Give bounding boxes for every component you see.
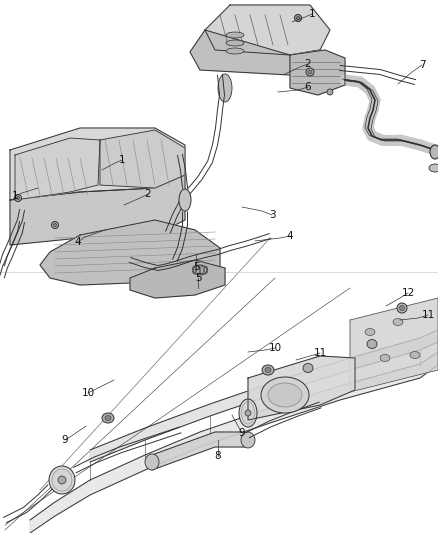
Text: 2: 2 bbox=[145, 189, 151, 199]
Polygon shape bbox=[130, 260, 225, 298]
Ellipse shape bbox=[399, 305, 405, 311]
Polygon shape bbox=[152, 432, 248, 470]
Ellipse shape bbox=[306, 68, 314, 76]
Ellipse shape bbox=[393, 319, 403, 326]
Ellipse shape bbox=[365, 328, 375, 335]
Ellipse shape bbox=[193, 265, 207, 275]
Polygon shape bbox=[290, 50, 345, 95]
Ellipse shape bbox=[226, 32, 244, 38]
Ellipse shape bbox=[17, 197, 20, 199]
Ellipse shape bbox=[239, 399, 257, 427]
Polygon shape bbox=[90, 330, 438, 462]
Ellipse shape bbox=[327, 89, 333, 95]
Ellipse shape bbox=[303, 364, 313, 373]
Ellipse shape bbox=[367, 340, 377, 349]
Text: 8: 8 bbox=[215, 451, 221, 461]
Ellipse shape bbox=[226, 48, 244, 54]
Text: 10: 10 bbox=[268, 343, 282, 353]
Ellipse shape bbox=[410, 351, 420, 359]
Text: 9: 9 bbox=[62, 435, 68, 445]
Text: 12: 12 bbox=[401, 288, 415, 298]
Ellipse shape bbox=[53, 223, 57, 227]
Text: 4: 4 bbox=[287, 231, 293, 241]
Ellipse shape bbox=[430, 145, 438, 159]
Ellipse shape bbox=[308, 70, 312, 74]
Ellipse shape bbox=[294, 14, 301, 21]
Ellipse shape bbox=[268, 383, 302, 407]
Ellipse shape bbox=[245, 410, 251, 416]
Text: 3: 3 bbox=[268, 210, 276, 220]
Polygon shape bbox=[100, 130, 185, 188]
Ellipse shape bbox=[179, 189, 191, 211]
Ellipse shape bbox=[261, 377, 309, 413]
Ellipse shape bbox=[297, 17, 300, 20]
Text: 5: 5 bbox=[194, 273, 201, 283]
Polygon shape bbox=[290, 50, 325, 80]
Ellipse shape bbox=[226, 40, 244, 46]
Polygon shape bbox=[190, 30, 290, 75]
Text: 1: 1 bbox=[309, 9, 315, 19]
Text: 2: 2 bbox=[305, 59, 311, 69]
Text: 10: 10 bbox=[81, 388, 95, 398]
Text: 11: 11 bbox=[313, 348, 327, 358]
Ellipse shape bbox=[49, 466, 75, 494]
Polygon shape bbox=[10, 128, 185, 200]
Text: 7: 7 bbox=[419, 60, 425, 70]
Polygon shape bbox=[350, 298, 438, 392]
Text: 1: 1 bbox=[12, 191, 18, 201]
Text: 1: 1 bbox=[119, 155, 125, 165]
Text: 5: 5 bbox=[193, 262, 199, 272]
Ellipse shape bbox=[145, 454, 159, 470]
Polygon shape bbox=[30, 352, 438, 533]
Polygon shape bbox=[205, 5, 330, 55]
Polygon shape bbox=[40, 220, 220, 285]
Text: 11: 11 bbox=[421, 310, 434, 320]
Text: 4: 4 bbox=[75, 237, 81, 247]
Ellipse shape bbox=[218, 74, 232, 102]
Ellipse shape bbox=[265, 367, 271, 373]
Polygon shape bbox=[10, 175, 185, 245]
Polygon shape bbox=[15, 138, 100, 200]
Ellipse shape bbox=[397, 303, 407, 313]
Polygon shape bbox=[248, 356, 355, 420]
Ellipse shape bbox=[429, 164, 438, 172]
Ellipse shape bbox=[14, 195, 21, 201]
Ellipse shape bbox=[262, 365, 274, 375]
Ellipse shape bbox=[52, 222, 59, 229]
Ellipse shape bbox=[241, 432, 255, 448]
Text: 9: 9 bbox=[239, 428, 245, 438]
Ellipse shape bbox=[58, 476, 66, 484]
Ellipse shape bbox=[102, 413, 114, 423]
Text: 6: 6 bbox=[305, 82, 311, 92]
Ellipse shape bbox=[380, 354, 390, 361]
Ellipse shape bbox=[105, 416, 111, 421]
